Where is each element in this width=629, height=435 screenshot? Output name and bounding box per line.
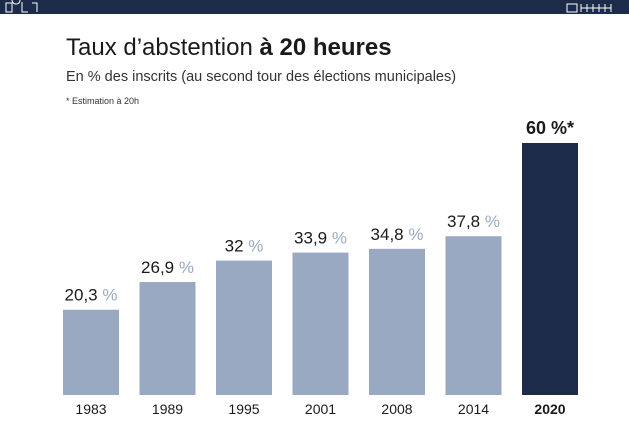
value-unit-2014: % xyxy=(480,212,500,231)
category-label-2020: 2020 xyxy=(534,401,565,417)
category-label-1989: 1989 xyxy=(152,401,183,417)
value-unit-1983: % xyxy=(98,286,118,305)
estimation-note: * Estimation à 20h xyxy=(66,96,140,106)
value-number-1995: 32 xyxy=(225,237,244,256)
value-label-1983: 20,3 % xyxy=(65,286,118,305)
value-label-2014: 37,8 % xyxy=(447,212,500,231)
chart-title-bold: à 20 heures xyxy=(259,34,392,61)
chart-subtitle: En % des inscrits (au second tour des él… xyxy=(66,69,457,85)
value-unit-2001: % xyxy=(327,229,347,248)
header-bar xyxy=(0,0,629,14)
category-label-2001: 2001 xyxy=(305,401,336,417)
bar-1995 xyxy=(216,260,272,395)
category-label-2014: 2014 xyxy=(458,401,489,417)
value-label-1995: 32 % xyxy=(225,237,264,256)
value-number-1989: 26,9 xyxy=(141,258,174,277)
chart-title-regular: Taux d’abstention xyxy=(66,34,260,61)
value-number-2008: 34,8 xyxy=(371,225,404,244)
bar-1983 xyxy=(63,309,119,395)
value-unit-1989: % xyxy=(174,258,194,277)
value-number-2020: 60 %* xyxy=(526,118,574,138)
brand-mark-icon xyxy=(566,3,612,13)
value-number-1983: 20,3 xyxy=(65,286,98,305)
category-label-1995: 1995 xyxy=(228,401,259,417)
bar-2020 xyxy=(522,143,578,395)
bar-2014 xyxy=(445,236,502,395)
chart-title: Taux d’abstention à 20 heures xyxy=(66,34,392,62)
value-label-2001: 33,9 % xyxy=(294,229,347,248)
value-label-1989: 26,9 % xyxy=(141,258,194,277)
brand-logo-icon xyxy=(5,0,38,13)
value-number-2014: 37,8 xyxy=(447,212,480,231)
value-number-2001: 33,9 xyxy=(294,229,327,248)
category-label-2008: 2008 xyxy=(381,401,412,417)
bar-2001 xyxy=(292,252,349,395)
bar-1989 xyxy=(139,282,196,395)
value-unit-2008: % xyxy=(404,225,424,244)
bar-2008 xyxy=(369,248,425,395)
value-label-2008: 34,8 % xyxy=(371,225,424,244)
value-label-2020: 60 %* xyxy=(526,118,574,138)
category-label-1983: 1983 xyxy=(75,401,106,417)
value-unit-1995: % xyxy=(244,237,264,256)
